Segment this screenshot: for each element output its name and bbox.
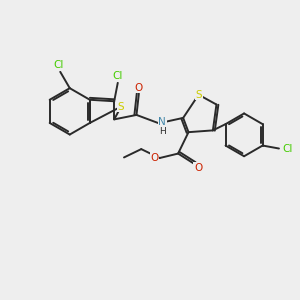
Text: O: O [150,153,158,163]
Text: Cl: Cl [282,143,292,154]
Text: Cl: Cl [54,60,64,70]
Text: N: N [158,117,166,127]
Text: Cl: Cl [112,71,123,81]
Text: S: S [195,90,202,100]
Text: H: H [159,127,166,136]
Text: O: O [135,82,143,93]
Text: O: O [194,163,202,172]
Text: S: S [118,102,124,112]
